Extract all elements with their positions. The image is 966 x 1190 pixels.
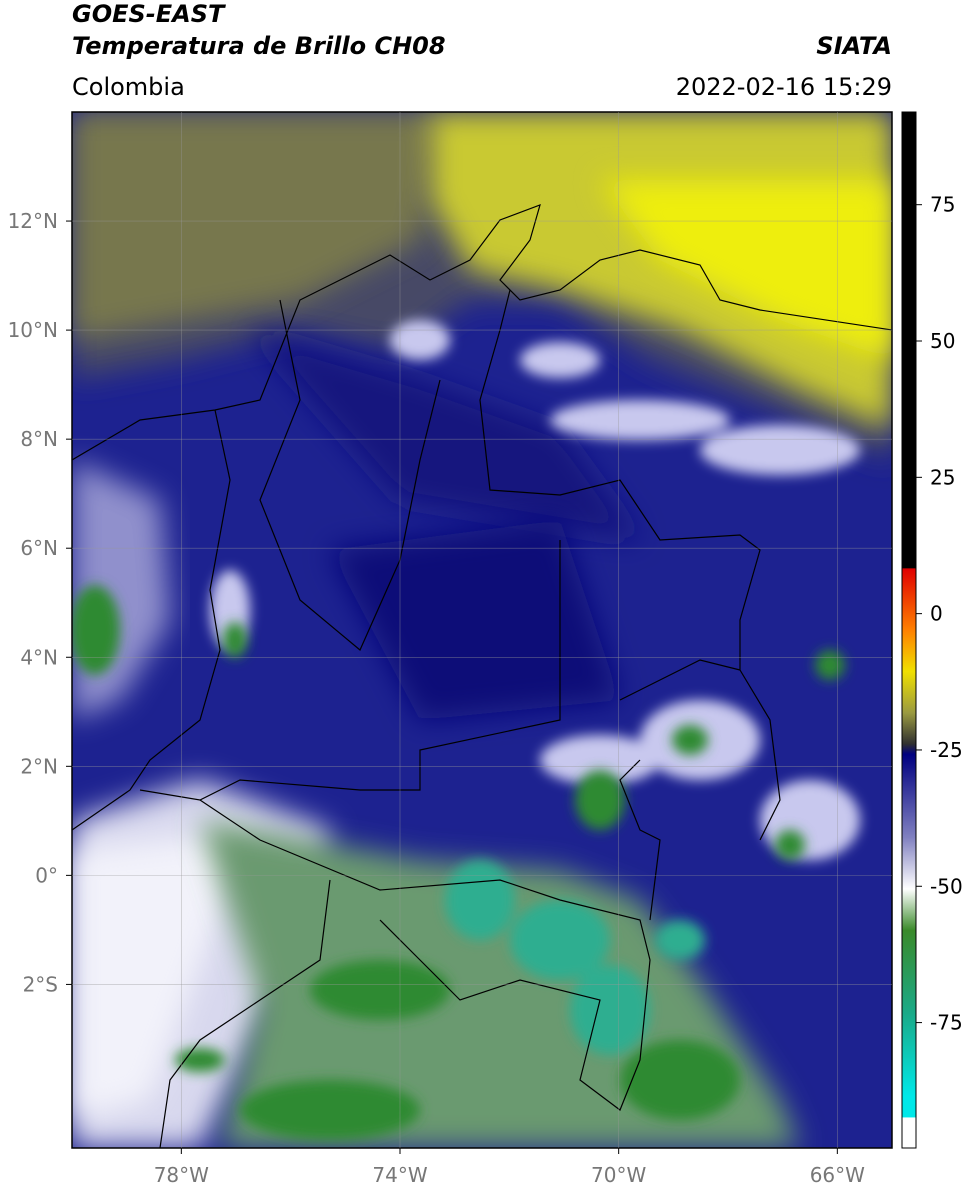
colorbar-tick-label: 0 (930, 602, 943, 626)
x-tick-label: 78°W (154, 1163, 209, 1187)
colorbar-tick-label: 75 (930, 193, 955, 217)
y-tick-label: 0° (35, 863, 58, 887)
y-tick-label: 2°N (20, 754, 58, 778)
colorbar-tick-label: -50 (930, 874, 963, 898)
x-tick-label: 70°W (591, 1163, 646, 1187)
x-tick-label: 74°W (372, 1163, 427, 1187)
y-tick-label: 8°N (20, 427, 58, 451)
satellite-image (72, 112, 892, 1148)
colorbar-tick-label: 50 (930, 329, 955, 353)
colorbar-tick-label: 25 (930, 465, 955, 489)
map-frame (71, 111, 893, 1149)
datetime: 2022-02-16 15:29 (676, 73, 892, 101)
title: GOES-EAST (72, 0, 226, 28)
x-tick-label: 66°W (810, 1163, 865, 1187)
y-tick-label: 2°S (23, 972, 58, 996)
y-tick-label: 4°N (20, 645, 58, 669)
colorbar-tick-label: -75 (930, 1011, 963, 1035)
subtitle: Temperatura de Brillo CH08 (72, 32, 446, 60)
y-tick-label: 12°N (8, 209, 58, 233)
colorbar (901, 111, 917, 1149)
y-tick-label: 10°N (8, 318, 58, 342)
y-tick-label: 6°N (20, 536, 58, 560)
borders (72, 204, 892, 1148)
region: Colombia (72, 73, 185, 101)
source: SIATA (816, 32, 892, 60)
colorbar-tick-label: -25 (930, 738, 963, 762)
